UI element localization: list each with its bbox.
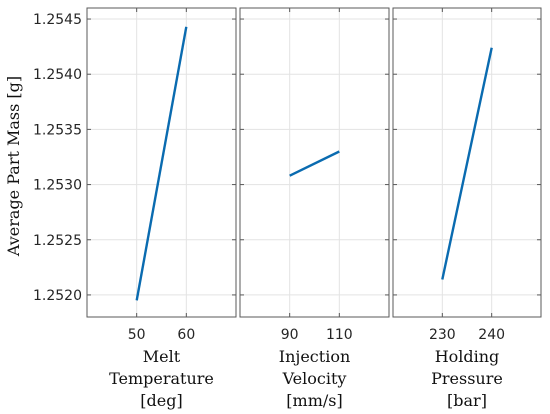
x-axis-label-line: Velocity [282,369,347,388]
x-axis-label-line: Holding [435,347,500,366]
x-axis-label-line: Pressure [431,369,503,388]
x-tick-label: 230 [429,327,456,343]
x-axis-label-line: Injection [279,347,351,366]
main-effect-line [441,47,493,280]
y-tick-label: 1.2530 [33,178,82,194]
y-axis-label: Average Part Mass [g] [4,76,23,257]
y-tick-label: 1.2545 [33,12,82,28]
x-tick-label: 110 [326,327,353,343]
x-tick-label: 60 [177,327,195,343]
main-effect-line [289,150,340,177]
main-effect-line [135,26,188,301]
panel-2: 90 110 Injection Velocity [mm/s] [239,7,390,410]
y-tick-label: 1.2535 [33,122,82,138]
x-axis-label-line: Melt [143,347,181,366]
panel-frame [86,7,237,318]
x-tick-label: 50 [128,327,146,343]
x-axis-label-line: Temperature [109,369,214,388]
panel-3: 230 240 Holding Pressure [bar] [392,7,542,410]
panels: 50 60 1.2520 1.2525 1.2530 1.2535 1.2540 1.2545… [33,7,542,410]
x-tick-label: 90 [281,327,299,343]
x-tick-label: 240 [478,327,505,343]
y-tick-label: 1.2520 [33,288,82,304]
y-tick-label: 1.2525 [33,233,82,249]
panel-frame [392,7,542,318]
y-tick-label: 1.2540 [33,67,82,83]
panel-frame [239,7,390,318]
x-axis-label-line: [mm/s] [286,391,342,410]
x-axis-label-line: [deg] [140,391,182,410]
x-axis-label-line: [bar] [447,391,487,410]
panel-1: 50 60 1.2520 1.2525 1.2530 1.2535 1.2540 1.2545… [33,7,237,410]
y-axis-label-group: Average Part Mass [g] [4,76,23,257]
